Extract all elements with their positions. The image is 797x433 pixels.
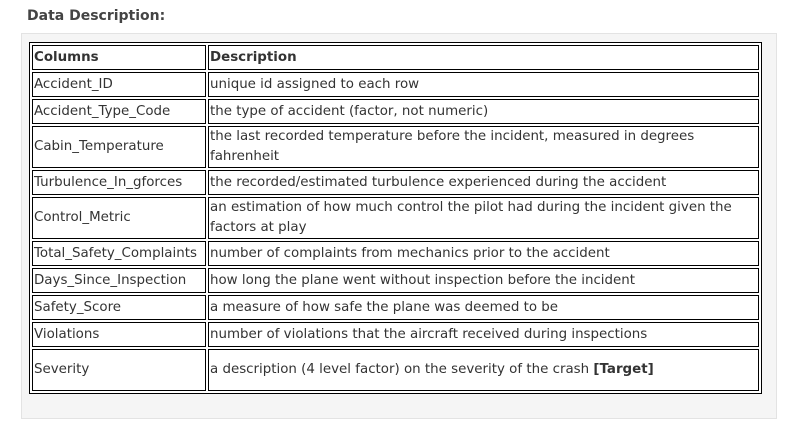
column-name: Control_Metric bbox=[32, 197, 206, 239]
table-row: Severity a description (4 level factor) … bbox=[32, 349, 759, 391]
column-description: a description (4 level factor) on the se… bbox=[208, 349, 759, 391]
column-description: the type of accident (factor, not numeri… bbox=[208, 99, 759, 124]
table-row: Turbulence_In_gforces the recorded/estim… bbox=[32, 170, 759, 195]
column-name: Days_Since_Inspection bbox=[32, 268, 206, 293]
table-header-row: Columns Description bbox=[32, 45, 759, 70]
header-columns: Columns bbox=[32, 45, 206, 70]
table-row: Cabin_Temperature the last recorded temp… bbox=[32, 126, 759, 168]
column-description: the last recorded temperature before the… bbox=[208, 126, 759, 168]
table-row: Violations number of violations that the… bbox=[32, 322, 759, 347]
description-text: a description (4 level factor) on the se… bbox=[210, 362, 594, 377]
column-name: Accident_ID bbox=[32, 72, 206, 97]
column-description: number of complaints from mechanics prio… bbox=[208, 241, 759, 266]
column-name: Safety_Score bbox=[32, 295, 206, 320]
column-description: a measure of how safe the plane was deem… bbox=[208, 295, 759, 320]
column-name: Turbulence_In_gforces bbox=[32, 170, 206, 195]
section-heading: Data Description: bbox=[27, 8, 166, 24]
table-row: Days_Since_Inspection how long the plane… bbox=[32, 268, 759, 293]
target-tag: [Target] bbox=[593, 362, 654, 377]
column-description: number of violations that the aircraft r… bbox=[208, 322, 759, 347]
header-description: Description bbox=[208, 45, 759, 70]
table-row: Control_Metric an estimation of how much… bbox=[32, 197, 759, 239]
column-name: Cabin_Temperature bbox=[32, 126, 206, 168]
table-row: Total_Safety_Complaints number of compla… bbox=[32, 241, 759, 266]
column-description: unique id assigned to each row bbox=[208, 72, 759, 97]
column-description: an estimation of how much control the pi… bbox=[208, 197, 759, 239]
table-row: Accident_ID unique id assigned to each r… bbox=[32, 72, 759, 97]
column-description: how long the plane went without inspecti… bbox=[208, 268, 759, 293]
column-description: the recorded/estimated turbulence experi… bbox=[208, 170, 759, 195]
column-name: Total_Safety_Complaints bbox=[32, 241, 206, 266]
table-row: Safety_Score a measure of how safe the p… bbox=[32, 295, 759, 320]
column-name: Violations bbox=[32, 322, 206, 347]
column-name: Accident_Type_Code bbox=[32, 99, 206, 124]
table-row: Accident_Type_Code the type of accident … bbox=[32, 99, 759, 124]
column-name: Severity bbox=[32, 349, 206, 391]
data-description-table: Columns Description Accident_ID unique i… bbox=[29, 42, 762, 394]
